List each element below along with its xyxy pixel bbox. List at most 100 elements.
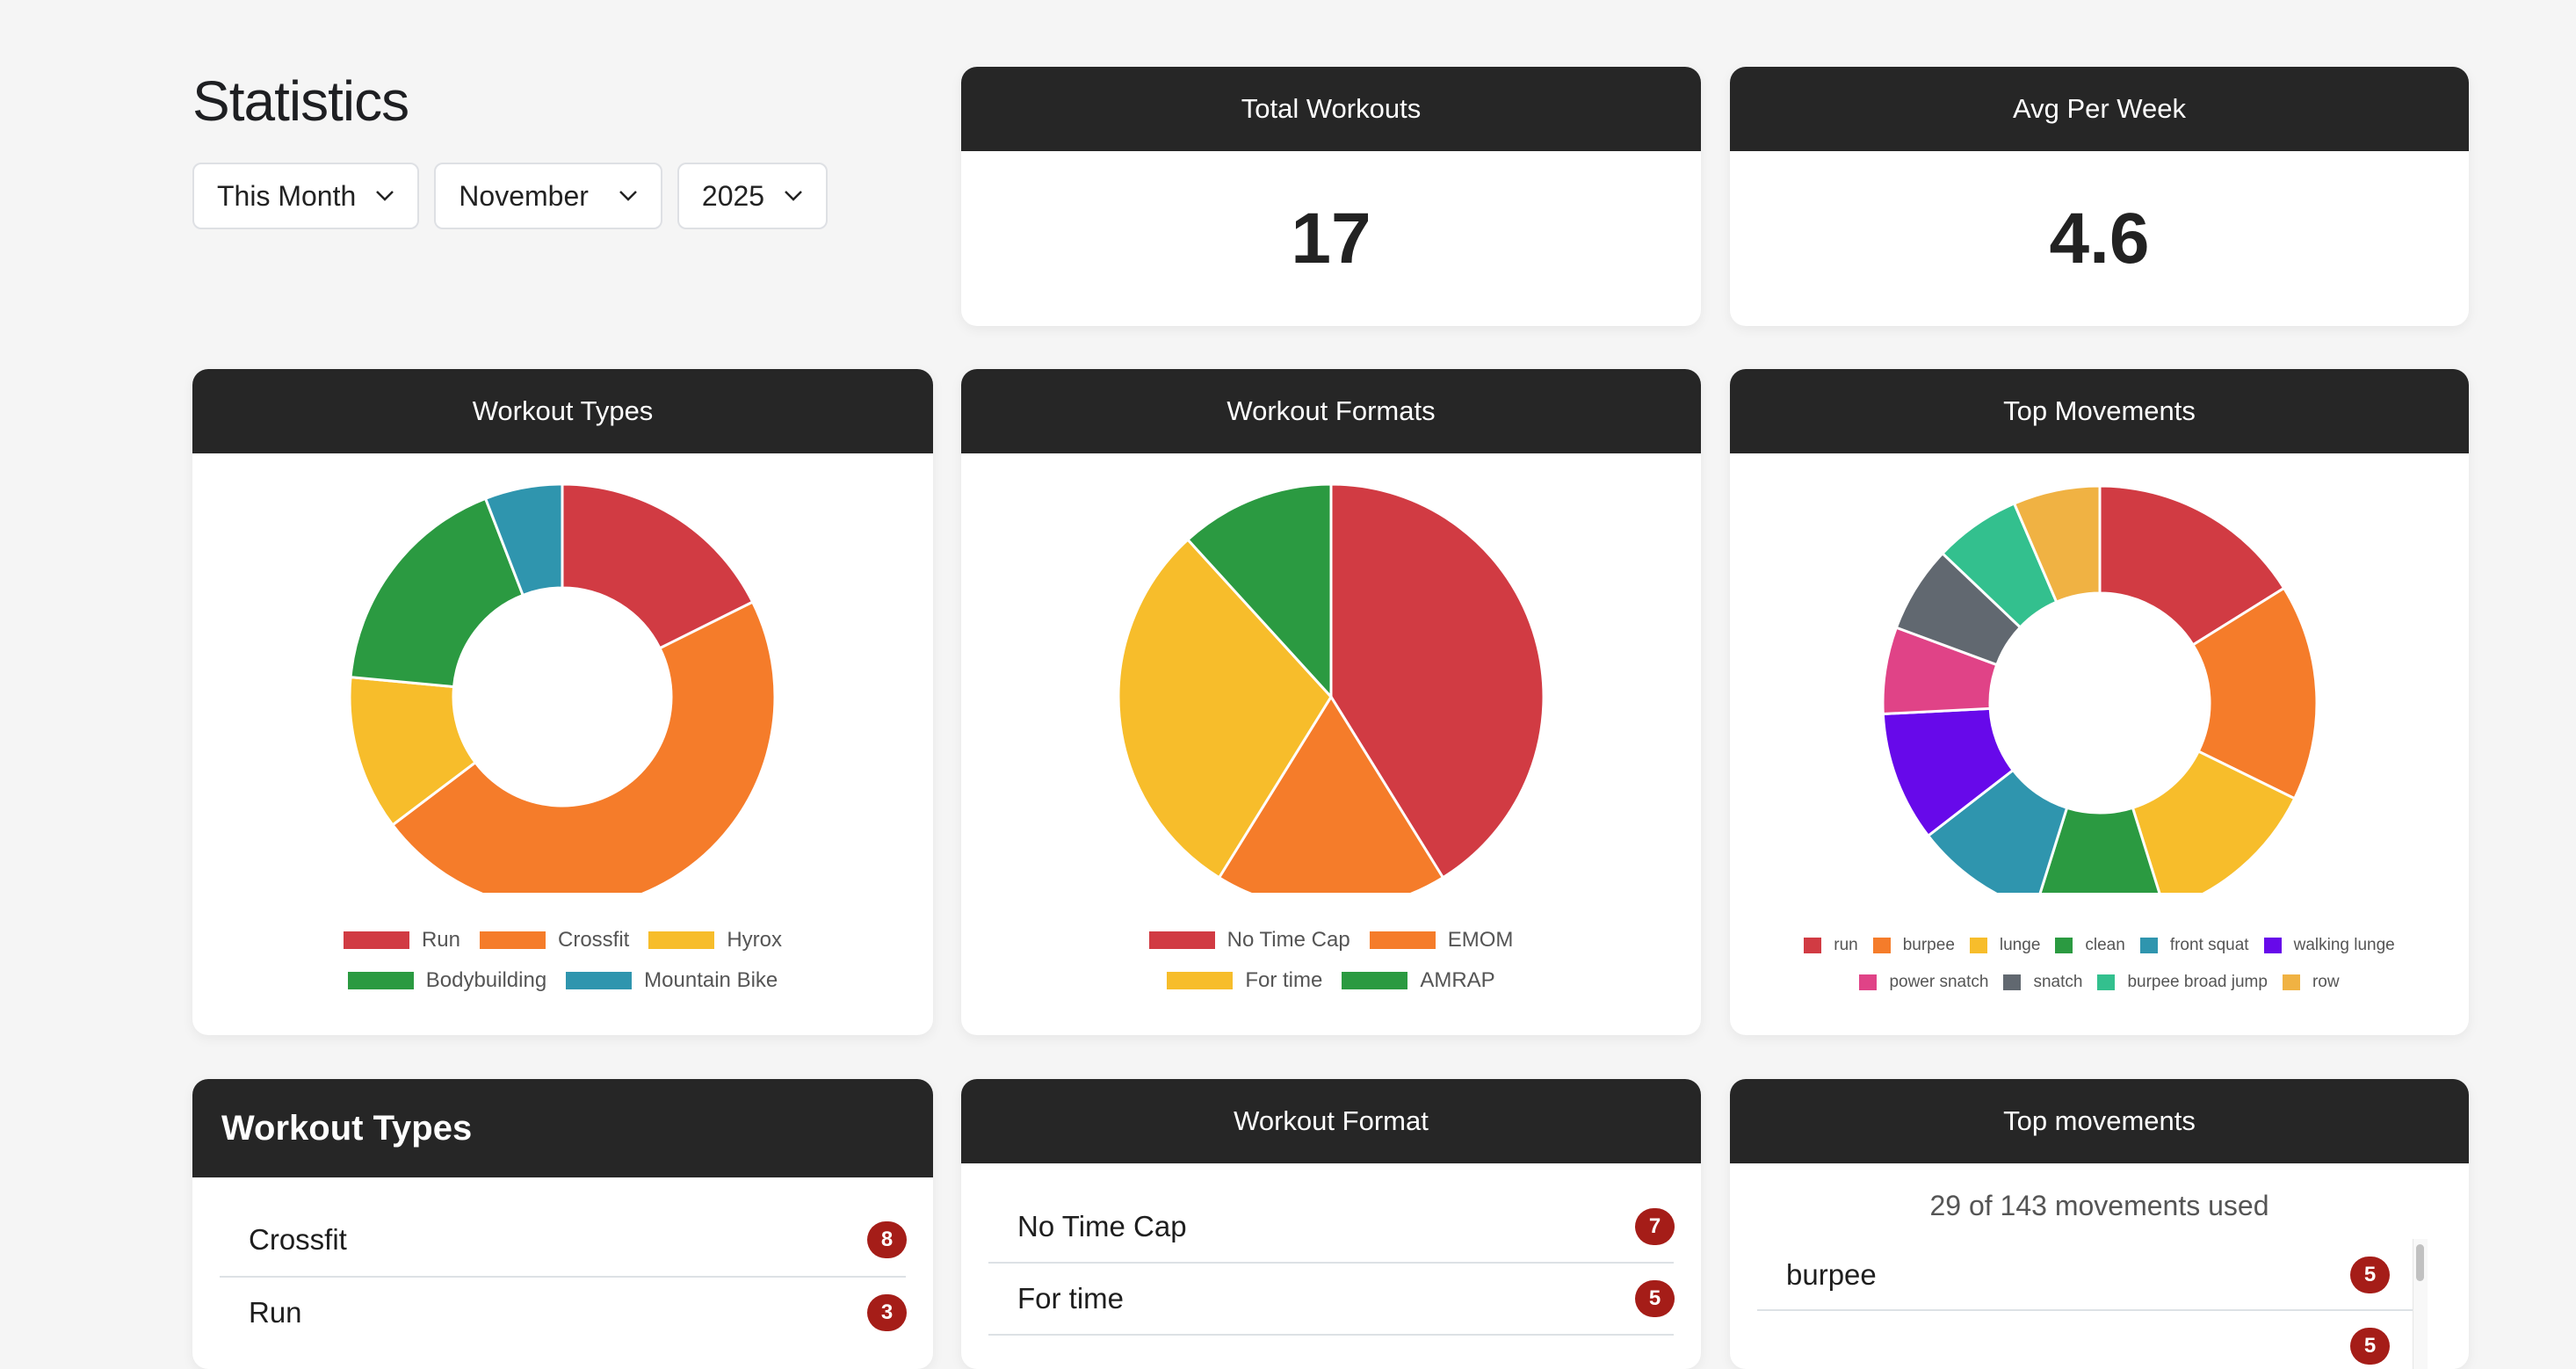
slice-amrap[interactable] [1185,482,1333,700]
chevron-down-icon [785,191,802,201]
legend-item[interactable]: run [1804,936,1858,955]
count-badge: 5 [1635,1280,1675,1317]
month-select[interactable]: November [434,163,662,229]
legend-item[interactable]: lunge [1969,936,2040,955]
item-label: For time [1017,1282,1125,1315]
legend-swatch [1859,974,1878,990]
legend-item[interactable]: Hyrox [648,928,782,953]
scrollbar-thumb[interactable] [2416,1244,2424,1281]
legend-swatch [1148,931,1215,949]
legend-swatch [1342,972,1408,989]
list-item[interactable]: burpee 5 [1786,1257,2390,1293]
legend-label: For time [1245,968,1323,992]
list-item[interactable]: No Time Cap 7 [1017,1208,1675,1245]
workout-types-doughnut [348,482,777,893]
slice-row[interactable] [2012,484,2102,605]
legend-item[interactable]: front squat [2139,936,2249,955]
chart-legend: Run Crossfit Hyrox Bodybuilding Mountain Bik… [192,928,933,993]
workout-formats-chart-card: Workout Formats No Time Cap EMOM For time A… [961,369,1701,1035]
slice-mountain-bike[interactable] [483,482,564,598]
legend-item[interactable]: Mountain Bike [566,968,778,993]
legend-item[interactable]: burpee broad jump [2097,973,2268,992]
legend-item[interactable]: AMRAP [1342,968,1495,993]
year-value: 2025 [701,179,765,212]
legend-item[interactable]: No Time Cap [1148,928,1350,953]
legend-item[interactable]: For time [1167,968,1322,993]
card-header: Workout Format [961,1079,1701,1163]
legend-swatch [2003,974,2022,990]
page-title: Statistics [192,69,409,133]
divider [988,1334,1674,1336]
workout-types-chart-card: Workout Types Run Crossfit Hyrox Bodybuildi… [192,369,933,1035]
list-item[interactable]: Run 3 [249,1294,907,1331]
top-movements-list-card: Top movements 29 of 143 movements used b… [1730,1079,2469,1369]
chart-legend: No Time Cap EMOM For time AMRAP [961,928,1701,993]
legend-label: Mountain Bike [644,968,778,992]
legend-label: Run [421,928,460,952]
list-item[interactable]: For time 5 [1017,1280,1675,1317]
legend-swatch [1804,938,1822,953]
slice-bodybuilding[interactable] [349,496,525,689]
scrollbar-track[interactable] [2413,1239,2428,1369]
legend-item[interactable]: row [2282,973,2340,992]
total-workouts-card: Total Workouts 17 [961,67,1701,326]
legend-label: power snatch [1889,973,1989,991]
legend-label: front squat [2169,936,2249,954]
legend-swatch [2097,974,2116,990]
slice-run[interactable] [561,482,755,650]
period-select[interactable]: This Month [192,163,420,229]
legend-item[interactable]: EMOM [1369,928,1514,953]
legend-swatch [1369,931,1436,949]
legend-label: Hyrox [727,928,783,952]
legend-swatch [1969,938,1987,953]
legend-item[interactable]: clean [2055,936,2125,955]
legend-item[interactable]: Crossfit [480,928,629,953]
legend-swatch [648,931,715,949]
legend-label: EMOM [1447,928,1514,952]
legend-swatch [343,931,409,949]
legend-label: AMRAP [1420,968,1495,992]
legend-label: No Time Cap [1226,928,1350,952]
legend-item[interactable]: walking lunge [2263,936,2395,955]
top-movements-chart-card: Top Movements run burpee lunge clean front s… [1730,369,2469,1035]
slice-for-time[interactable] [1117,538,1333,880]
slice-emom[interactable] [1217,694,1445,893]
legend-swatch [566,972,633,989]
legend-swatch [2282,974,2300,990]
legend-swatch [2139,938,2158,953]
slice-crossfit[interactable] [390,600,777,893]
count-badge: 8 [867,1221,907,1258]
year-select[interactable]: 2025 [677,163,829,229]
legend-swatch [347,972,414,989]
chevron-down-icon [619,191,637,201]
slice-clean[interactable] [2035,806,2165,893]
movements-used-summary: 29 of 143 movements used [1929,1190,2269,1221]
slice-burpee[interactable] [2191,586,2319,800]
legend-swatch [480,931,546,949]
workout-formats-pie [1117,482,1545,893]
workout-format-list-card: Workout Format No Time Cap 7 For time 5 [961,1079,1701,1369]
card-header: Workout Types [192,1079,933,1177]
legend-swatch [1872,938,1891,953]
legend-item[interactable]: Bodybuilding [347,968,546,993]
divider [988,1262,1674,1264]
count-badge: 5 [2350,1257,2390,1293]
legend-item[interactable]: burpee [1872,936,1955,955]
avg-per-week-card: Avg Per Week 4.6 [1730,67,2469,326]
legend-label: walking lunge [2293,936,2395,954]
card-header: Total Workouts [961,67,1701,151]
avg-per-week-value: 4.6 [2049,198,2150,279]
count-badge: 7 [1635,1208,1675,1245]
count-badge: 5 [2350,1328,2390,1365]
legend-item[interactable]: snatch [2003,973,2082,992]
legend-item[interactable]: Run [343,928,460,953]
list-item[interactable]: 5 [1786,1328,2390,1365]
month-value: November [459,179,589,212]
list-item[interactable]: Crossfit 8 [249,1221,907,1258]
slice-lunge[interactable] [2131,750,2297,893]
legend-item[interactable]: power snatch [1859,973,1988,992]
legend-label: snatch [2033,973,2083,991]
legend-label: Crossfit [558,928,630,952]
slice-run[interactable] [2098,484,2286,647]
slice-no-time-cap[interactable] [1329,482,1545,880]
